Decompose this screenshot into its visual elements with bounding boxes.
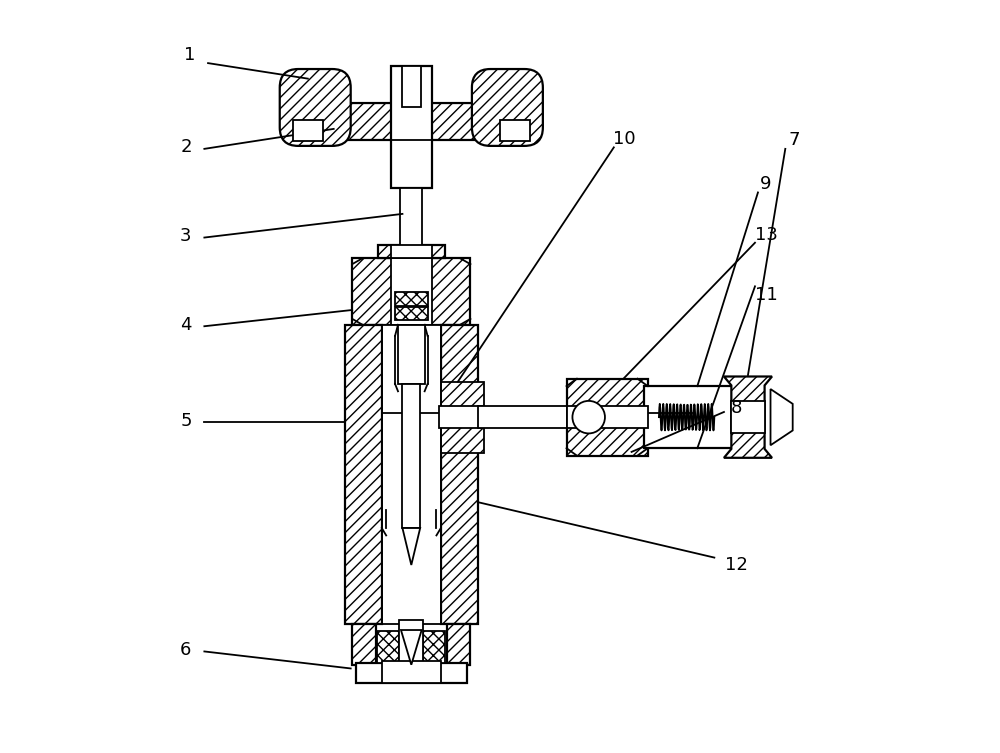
- Bar: [399, 620, 423, 665]
- Text: 1: 1: [184, 46, 195, 64]
- Bar: [500, 120, 530, 141]
- Bar: [377, 632, 399, 663]
- Bar: [391, 66, 432, 188]
- Text: 3: 3: [180, 227, 192, 245]
- Bar: [398, 325, 425, 384]
- FancyBboxPatch shape: [280, 69, 351, 146]
- Text: 5: 5: [180, 412, 192, 430]
- Bar: [731, 401, 765, 434]
- Polygon shape: [289, 103, 533, 140]
- Text: 9: 9: [760, 175, 772, 194]
- Bar: [567, 406, 648, 428]
- Bar: [293, 120, 323, 141]
- Bar: [478, 406, 567, 428]
- Text: 7: 7: [788, 131, 800, 149]
- Text: 4: 4: [180, 316, 192, 334]
- Bar: [441, 325, 478, 624]
- Text: 13: 13: [755, 226, 778, 243]
- Polygon shape: [724, 376, 772, 458]
- Bar: [382, 661, 441, 683]
- Text: 2: 2: [180, 139, 192, 157]
- Bar: [402, 66, 421, 107]
- Bar: [439, 406, 484, 428]
- Bar: [395, 307, 428, 320]
- Bar: [378, 245, 445, 258]
- Bar: [345, 325, 382, 624]
- Bar: [352, 258, 470, 325]
- Bar: [402, 384, 420, 528]
- Bar: [395, 292, 428, 306]
- Text: 12: 12: [725, 556, 748, 574]
- Bar: [423, 632, 445, 663]
- Bar: [352, 624, 376, 665]
- Polygon shape: [402, 528, 420, 565]
- Text: 8: 8: [731, 398, 742, 416]
- Bar: [400, 188, 422, 273]
- Text: 10: 10: [613, 130, 635, 148]
- Polygon shape: [771, 389, 793, 445]
- Text: 6: 6: [180, 641, 192, 659]
- Polygon shape: [401, 630, 422, 665]
- Circle shape: [572, 401, 605, 434]
- Bar: [447, 624, 470, 665]
- Bar: [382, 325, 441, 624]
- Bar: [391, 245, 432, 258]
- Bar: [439, 382, 484, 453]
- Text: 11: 11: [755, 286, 777, 304]
- Bar: [391, 258, 432, 325]
- FancyBboxPatch shape: [472, 69, 543, 146]
- Bar: [567, 379, 648, 456]
- Bar: [644, 386, 733, 448]
- Bar: [356, 663, 467, 683]
